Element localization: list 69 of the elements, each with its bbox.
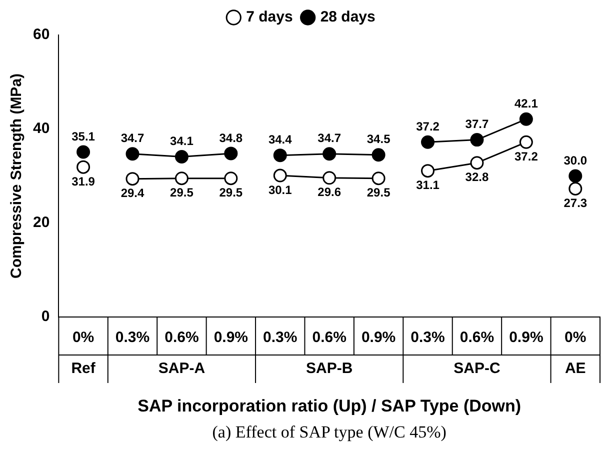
legend-label: 28 days <box>320 8 376 26</box>
data-label: 34.8 <box>219 130 243 145</box>
y-axis-title: Compressive Strength (MPa) <box>8 73 26 279</box>
y-tick-label: 60 <box>32 26 50 44</box>
x-tick-label: 0.6% <box>460 329 494 346</box>
point <box>224 172 238 186</box>
point <box>174 150 188 164</box>
data-label: 34.7 <box>318 131 342 146</box>
text: SAP-C <box>454 360 500 378</box>
x-tick-label: 0.6% <box>164 329 199 346</box>
data-label: 34.7 <box>120 131 144 146</box>
data-label: 37.7 <box>465 117 489 132</box>
data-label: 27.3 <box>564 196 588 210</box>
x-tick-label: 0.3% <box>115 329 150 346</box>
data-label: 30.0 <box>564 153 588 168</box>
point <box>224 146 238 160</box>
x-tick-label: 0.9% <box>361 329 396 346</box>
text: Ref <box>71 360 96 378</box>
data-label: 29.4 <box>120 186 144 200</box>
point <box>568 182 582 196</box>
data-label: 29.5 <box>219 186 243 200</box>
x-tick-label: 0.3% <box>410 329 445 346</box>
point <box>372 148 386 162</box>
point <box>519 112 533 126</box>
point <box>568 169 582 183</box>
x-tick-label: 0% <box>72 329 94 346</box>
point <box>126 147 140 161</box>
y-tick-label: 0 <box>41 308 50 326</box>
text: SAP-A <box>158 360 206 378</box>
data-label: 29.5 <box>170 186 194 200</box>
point <box>174 172 188 186</box>
y-tick-label: 40 <box>32 120 50 138</box>
data-label: 29.6 <box>318 185 342 200</box>
data-label: 34.5 <box>366 132 391 146</box>
data-label: 34.1 <box>170 134 194 148</box>
x-tick-label: 0.3% <box>263 329 298 346</box>
point <box>76 160 90 174</box>
x-tick-label: 0.9% <box>509 329 544 346</box>
point <box>273 148 287 162</box>
data-label: 35.1 <box>72 129 96 144</box>
point <box>421 135 435 149</box>
data-label: 31.1 <box>416 178 440 192</box>
text: SAP-B <box>306 360 353 378</box>
point <box>470 156 484 170</box>
data-label: 42.1 <box>514 96 538 110</box>
point <box>273 168 287 182</box>
point <box>421 164 435 178</box>
point <box>76 145 90 159</box>
point <box>470 133 484 147</box>
point <box>322 147 336 161</box>
point <box>126 172 140 186</box>
text: (a) Effect of SAP type (W/C 45%) <box>212 422 446 442</box>
data-label: 37.2 <box>416 119 440 134</box>
data-label: 37.2 <box>514 149 538 164</box>
legend-label: 7 days <box>246 8 293 26</box>
data-label: 30.1 <box>268 182 292 197</box>
x-tick-label: 0% <box>564 329 586 346</box>
x-axis-title: SAP incorporation ratio (Up) / SAP Type (Down) <box>138 396 522 416</box>
y-tick-label: 20 <box>32 214 50 232</box>
data-label: 29.5 <box>366 186 391 200</box>
data-label: 31.9 <box>72 174 96 188</box>
text: AE <box>564 360 586 378</box>
x-tick-label: 0.6% <box>312 329 346 346</box>
point <box>322 171 336 185</box>
data-label: 32.8 <box>465 170 489 184</box>
x-tick-label: 0.9% <box>214 329 248 346</box>
point <box>519 135 533 149</box>
point <box>372 172 386 186</box>
data-label: 34.4 <box>268 132 292 147</box>
